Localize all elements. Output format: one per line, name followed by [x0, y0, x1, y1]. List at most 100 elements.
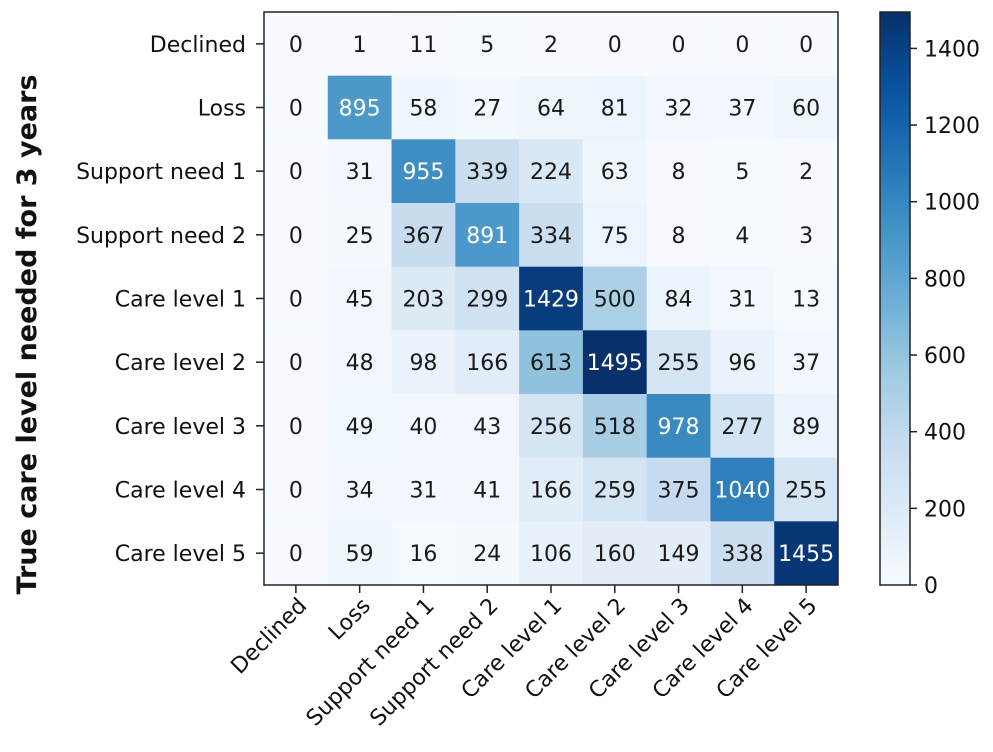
cell-value-label: 49: [346, 415, 374, 440]
cell-value-label: 16: [409, 542, 437, 567]
cell-value-label: 895: [339, 97, 381, 122]
heatmap-cell: [391, 12, 456, 77]
colorbar-tick-label: 1400: [924, 37, 980, 62]
cell-value-label: 1455: [778, 542, 834, 567]
cell-value-label: 613: [530, 351, 572, 376]
heatmap-cell: [327, 266, 393, 331]
heatmap-cell: [519, 75, 584, 140]
cell-value-label: 166: [466, 351, 508, 376]
heatmap-cell: [710, 521, 775, 586]
cell-value-label: 96: [728, 351, 756, 376]
heatmap-cell: [582, 139, 648, 204]
heatmap-cell: [710, 266, 775, 331]
cell-value-label: 149: [658, 542, 700, 567]
heatmap-cell: [519, 521, 584, 586]
y-tick-label: Support need 1: [76, 160, 246, 185]
heatmap-cell: [391, 266, 456, 331]
cell-value-label: 89: [792, 415, 820, 440]
heatmap-cell: [710, 203, 775, 268]
cell-value-label: 40: [409, 415, 437, 440]
y-tick-label: Support need 2: [76, 224, 246, 249]
heatmap-cell: [582, 203, 648, 268]
colorbar-tick-label: 200: [924, 497, 966, 522]
heatmap-cell: [774, 139, 839, 204]
cell-value-label: 2: [799, 160, 813, 185]
heatmap-cell: [455, 139, 520, 204]
cell-value-label: 31: [346, 160, 374, 185]
heatmap-cell: [264, 266, 329, 331]
y-tick-label: Loss: [198, 97, 246, 122]
heatmap-cell: [519, 457, 584, 522]
heatmap-cell: [327, 394, 393, 459]
y-axis-title: True care level needed for 3 years: [12, 74, 43, 594]
cell-value-label: 367: [402, 224, 444, 249]
heatmap-cell: [519, 266, 584, 331]
cell-value-label: 59: [346, 542, 374, 567]
heatmap-cell: [646, 266, 711, 331]
heatmap-cell: [582, 12, 648, 77]
cell-value-label: 955: [402, 160, 444, 185]
heatmap-cell: [582, 330, 648, 395]
heatmap-cell: [391, 457, 456, 522]
heatmap-cell: [327, 330, 393, 395]
cell-value-label: 1429: [523, 288, 579, 313]
cell-value-label: 0: [289, 160, 303, 185]
colorbar-tick-label: 800: [924, 267, 966, 292]
cell-value-label: 43: [473, 415, 501, 440]
heatmap-cell: [391, 521, 456, 586]
cell-value-label: 11: [409, 33, 437, 58]
heatmap-cell: [646, 12, 711, 77]
heatmap-cell: [264, 75, 329, 140]
heatmap-cell: [264, 330, 329, 395]
heatmap-cell: [710, 139, 775, 204]
cell-value-label: 8: [672, 160, 686, 185]
y-tick-label: Care level 5: [115, 542, 246, 567]
cell-value-label: 518: [594, 415, 636, 440]
heatmap-cell: [264, 457, 329, 522]
cell-value-label: 34: [346, 479, 374, 504]
cell-value-label: 277: [721, 415, 763, 440]
cell-value-label: 299: [466, 288, 508, 313]
cell-value-label: 31: [728, 288, 756, 313]
cell-value-label: 338: [721, 542, 763, 567]
y-tick-label: Care level 2: [115, 351, 246, 376]
cell-value-label: 255: [785, 479, 827, 504]
heatmap-cell: [646, 75, 711, 140]
heatmap-cell: [264, 12, 329, 77]
heatmap-cell: [519, 203, 584, 268]
heatmap-cell: [774, 12, 839, 77]
cell-value-label: 500: [594, 288, 636, 313]
cell-value-label: 75: [601, 224, 629, 249]
cell-value-label: 0: [735, 33, 749, 58]
heatmap-cell: [327, 139, 393, 204]
colorbar-tick-label: 0: [924, 574, 938, 599]
heatmap-cell: [455, 394, 520, 459]
heatmap-cell: [264, 521, 329, 586]
cell-value-label: 41: [473, 479, 501, 504]
heatmap-cell: [455, 521, 520, 586]
heatmap-cell: [646, 521, 711, 586]
heatmap-cell: [519, 394, 584, 459]
cell-value-label: 0: [289, 351, 303, 376]
cell-value-label: 0: [289, 479, 303, 504]
heatmap-cell: [264, 203, 329, 268]
heatmap-cell: [710, 75, 775, 140]
y-tick-label: Care level 4: [115, 479, 246, 504]
cell-value-label: 0: [608, 33, 622, 58]
colorbar-tick-label: 600: [924, 344, 966, 369]
heatmap-cell: [774, 330, 839, 395]
colorbar-tick-label: 400: [924, 421, 966, 446]
cell-value-label: 64: [537, 97, 565, 122]
heatmap-cell: [774, 457, 839, 522]
heatmap-cell: [455, 203, 520, 268]
cell-value-label: 27: [473, 97, 501, 122]
heatmap-cell: [455, 75, 520, 140]
heatmap-cell: [582, 266, 648, 331]
heatmap-cell: [646, 457, 711, 522]
cell-value-label: 48: [346, 351, 374, 376]
cell-value-label: 13: [792, 288, 820, 313]
heatmap-cell: [327, 203, 393, 268]
heatmap-cell: [519, 330, 584, 395]
heatmap-cell: [519, 139, 584, 204]
